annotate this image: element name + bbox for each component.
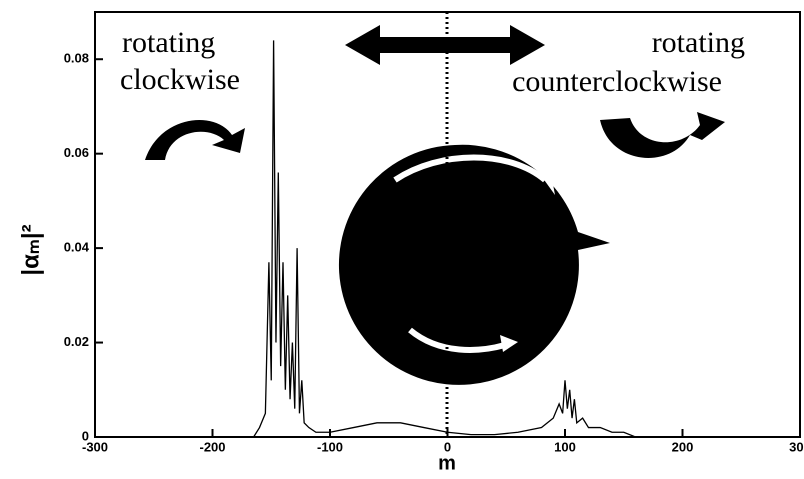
annotation: clockwise [120,63,240,96]
x-tick-label: -200 [199,439,225,454]
x-tick-label: 300 [789,439,804,454]
x-tick-label: -100 [317,439,343,454]
annotation: rotating [652,26,745,59]
y-tick-label: 0 [82,428,89,443]
x-axis-label: m [438,452,456,474]
annotation: rotating [122,26,215,59]
annotation: counterclockwise [512,65,722,98]
y-tick-label: 0.02 [64,334,89,349]
x-tick-label: 200 [672,439,694,454]
y-tick-label: 0.04 [64,240,90,255]
x-tick-label: 100 [554,439,576,454]
y-tick-label: 0.06 [64,145,89,160]
x-tick-label: 0 [444,439,451,454]
data-line [247,40,648,438]
decoration [145,25,725,385]
y-axis-label: |αₘ|² [17,224,44,275]
x-tick-label: -300 [82,439,108,454]
y-tick-label: 0.08 [64,51,89,66]
